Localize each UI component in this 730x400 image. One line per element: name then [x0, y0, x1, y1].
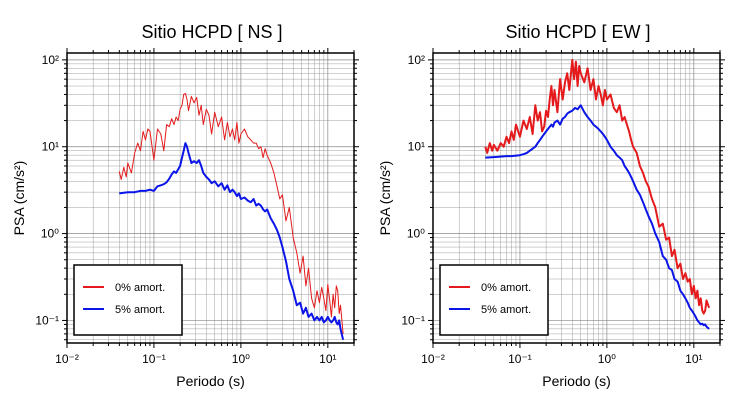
x-tick-label: 10¹	[319, 352, 336, 366]
series-line-0	[118, 93, 344, 334]
plot-frame	[432, 52, 721, 344]
x-tick-label: 10⁰	[232, 352, 250, 366]
legend-label-0: 0% amort.	[481, 282, 531, 294]
legend: 0% amort. 5% amort.	[439, 264, 549, 336]
y-tick-label: 10⁻¹	[35, 313, 59, 327]
y-tick-label: 10¹	[42, 140, 59, 154]
series-line-1	[485, 104, 710, 330]
x-tick-label: 10⁻¹	[142, 352, 166, 366]
legend-box	[73, 264, 183, 336]
y-tick-label: 10⁰	[407, 227, 425, 241]
legend-label-1: 5% amort.	[115, 304, 165, 316]
chart-title: Sitio HCPD [ EW ]	[505, 22, 650, 42]
x-tick-label: 10⁰	[598, 352, 616, 366]
plot-frame	[66, 52, 355, 344]
series-line-0	[484, 58, 711, 315]
chart-ew: Sitio HCPD [ EW ] Periodo (s) PSA (cm/s²…	[377, 22, 725, 389]
x-axis-label: Periodo (s)	[176, 373, 244, 389]
y-axis-label: PSA (cm/s²)	[11, 161, 27, 236]
x-tick-label: 10⁻¹	[508, 352, 532, 366]
y-tick-label: 10¹	[408, 140, 425, 154]
y-tick-label: 10⁰	[41, 227, 59, 241]
y-tick-label: 10²	[42, 53, 59, 67]
y-tick-label: 10²	[408, 53, 425, 67]
legend: 0% amort. 5% amort.	[73, 264, 183, 336]
series-group	[118, 93, 345, 340]
y-tick-label: 10⁻¹	[401, 313, 425, 327]
x-axis-label: Periodo (s)	[542, 373, 610, 389]
legend-label-1: 5% amort.	[481, 304, 531, 316]
ticks: 10⁻² 10⁻¹ 10⁰ 10¹ 10⁻¹ 10⁰ 10¹ 10²	[35, 48, 359, 366]
series-line-1	[119, 142, 345, 340]
legend-box	[439, 264, 549, 336]
chart-title: Sitio HCPD [ NS ]	[141, 22, 282, 42]
x-tick-label: 10⁻²	[55, 352, 79, 366]
y-axis-label: PSA (cm/s²)	[377, 161, 393, 236]
legend-label-0: 0% amort.	[115, 282, 165, 294]
x-tick-label: 10¹	[685, 352, 702, 366]
chart-ns: Sitio HCPD [ NS ] Periodo (s) PSA (cm/s²…	[11, 22, 359, 389]
series-group	[484, 58, 711, 330]
x-tick-label: 10⁻²	[421, 352, 445, 366]
